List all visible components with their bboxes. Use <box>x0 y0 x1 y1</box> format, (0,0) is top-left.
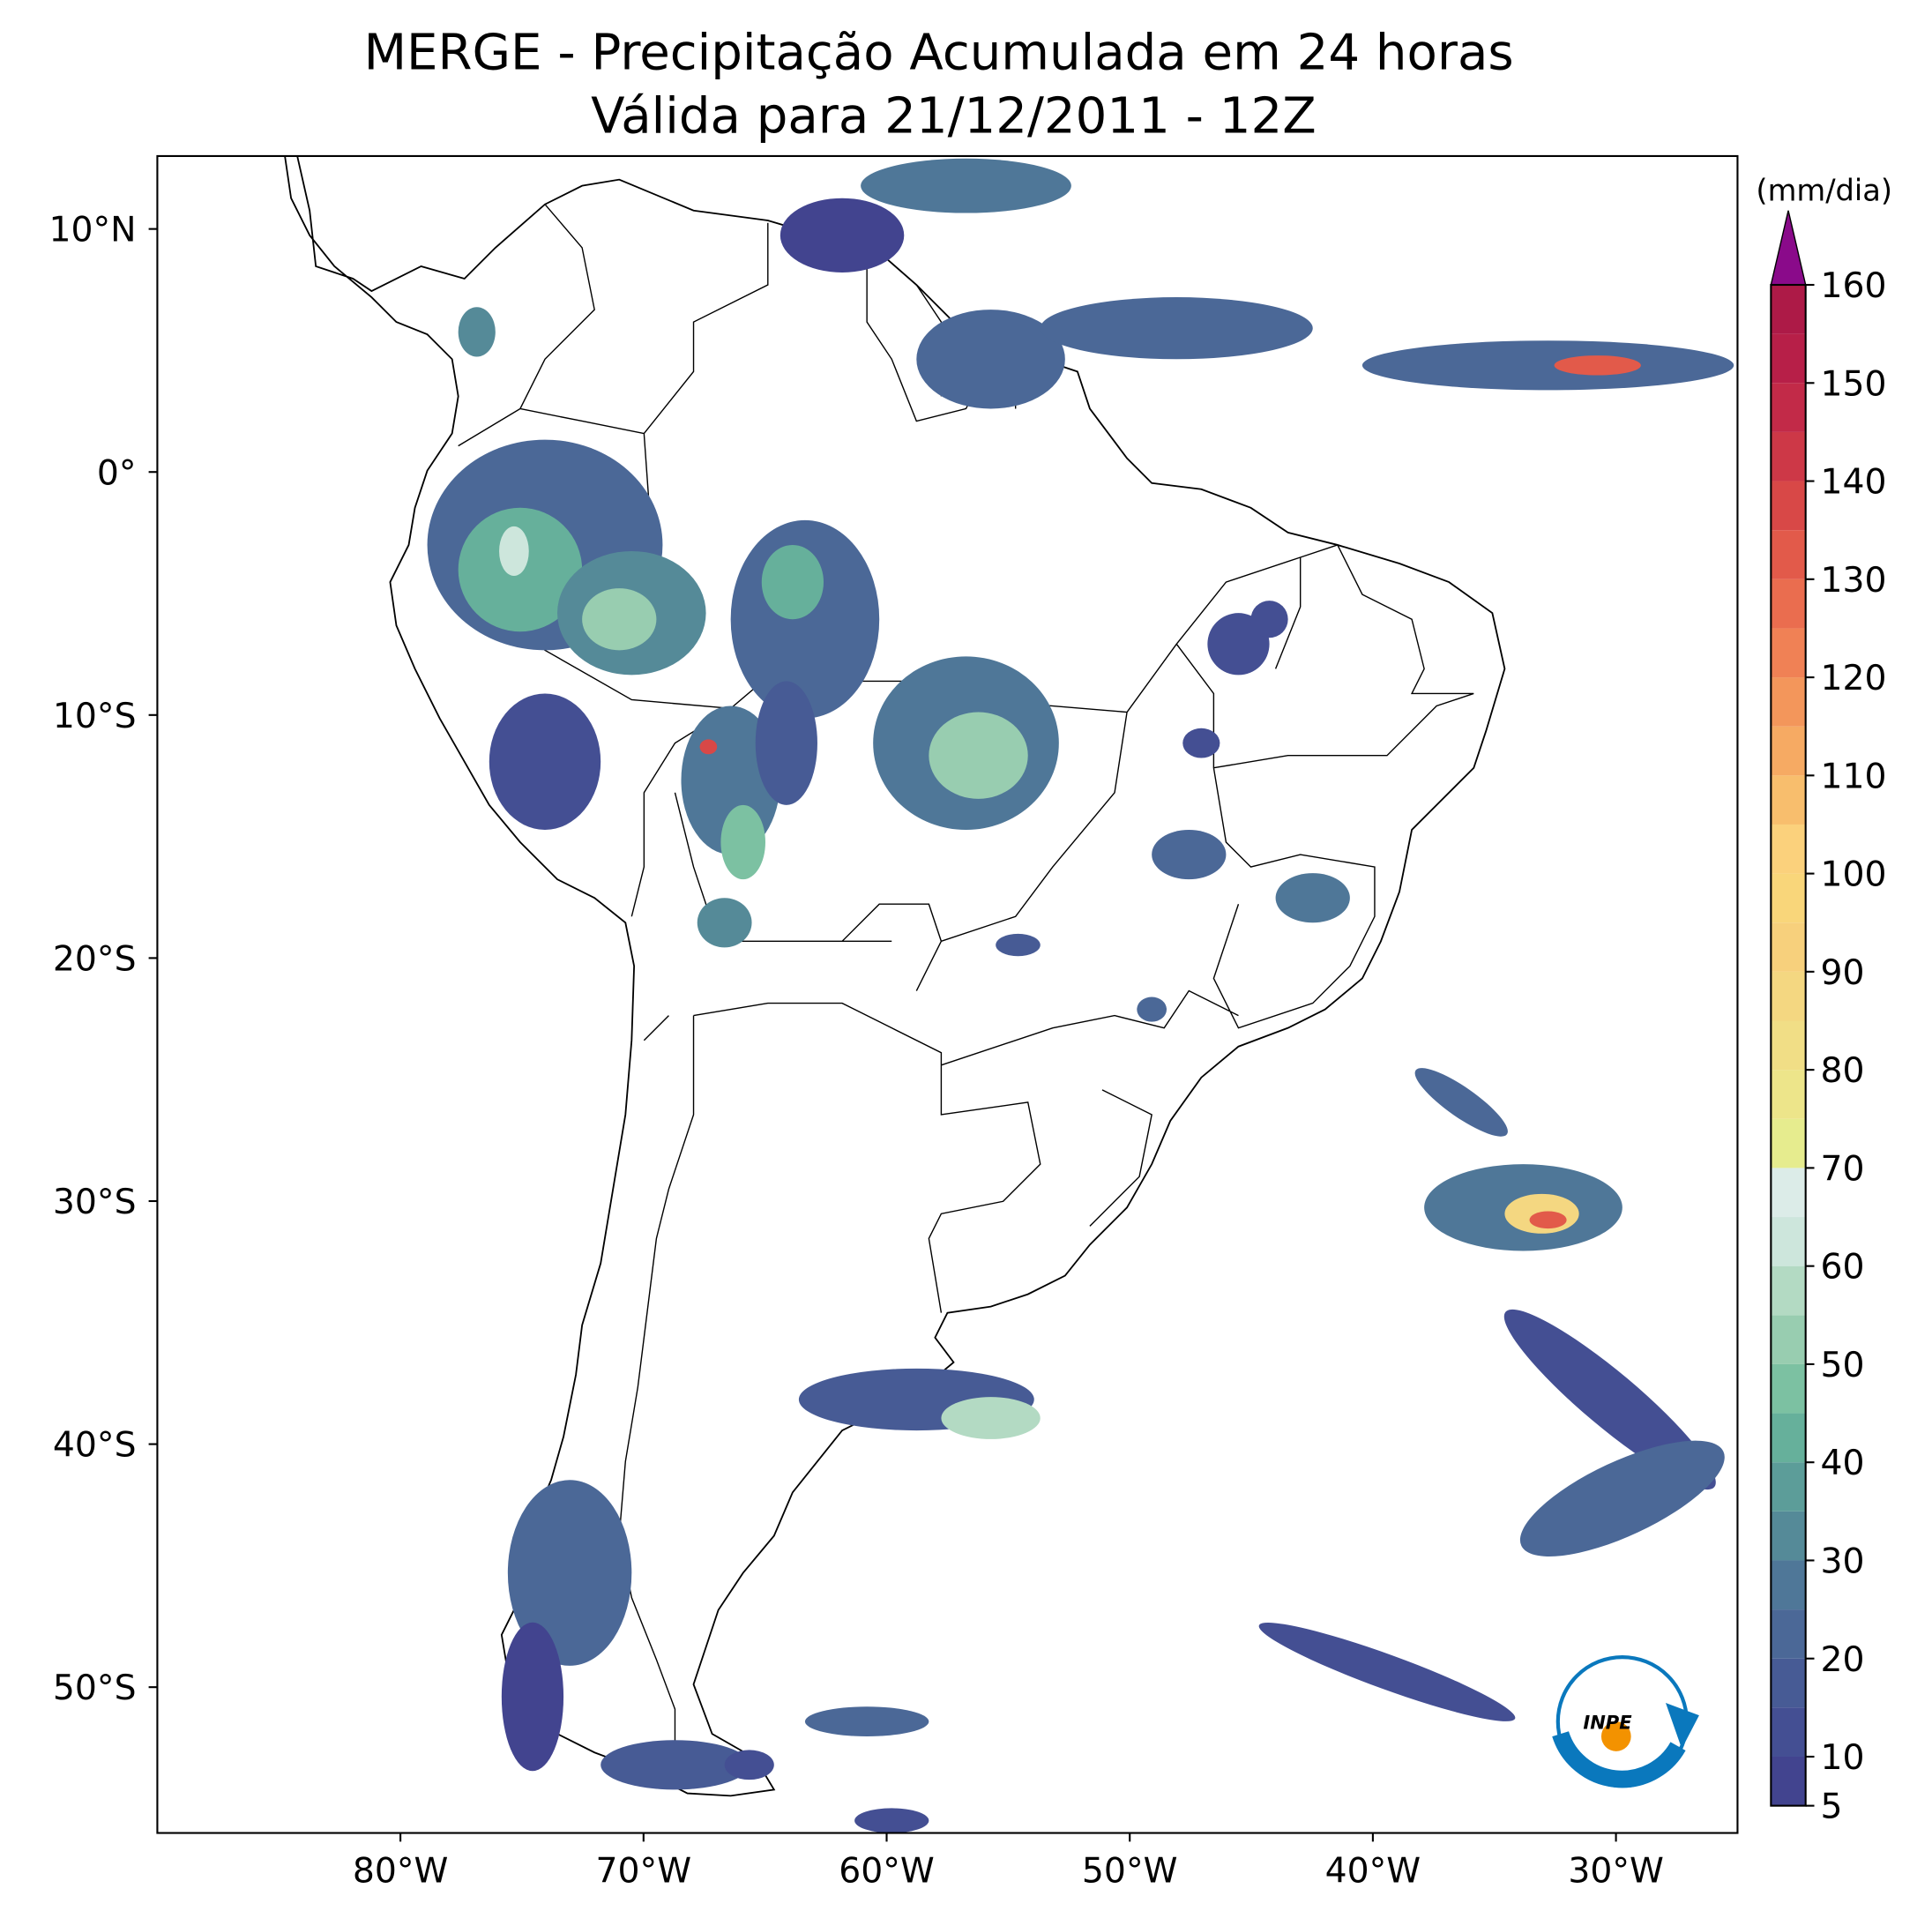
colorbar-bin <box>1771 1315 1806 1364</box>
colorbar-tick-label: 80 <box>1821 1051 1865 1091</box>
colorbar-bin <box>1771 873 1806 923</box>
title: MERGE - Precipitação Acumulada em 24 hor… <box>364 25 1514 82</box>
colorbar-tick-label: 70 <box>1821 1149 1865 1189</box>
colorbar-tick-label: 30 <box>1821 1542 1865 1582</box>
colorbar-bin <box>1771 1118 1806 1168</box>
colorbar-bin <box>1771 579 1806 629</box>
colorbar-bin <box>1771 726 1806 776</box>
y-tick-label: 30°S <box>53 1183 137 1222</box>
colorbar-bin <box>1771 1363 1806 1414</box>
colorbar-tick-label: 20 <box>1821 1640 1865 1680</box>
x-tick-label: 30°W <box>1568 1852 1664 1892</box>
colorbar-bin <box>1771 1168 1806 1218</box>
colorbar-tick-label: 150 <box>1821 364 1887 404</box>
colorbar-tick-label: 60 <box>1821 1248 1865 1288</box>
colorbar-bin <box>1771 1217 1806 1266</box>
colorbar-bin <box>1771 1413 1806 1463</box>
colorbar-bin <box>1771 971 1806 1021</box>
colorbar-bin <box>1771 677 1806 727</box>
colorbar-bin <box>1771 431 1806 481</box>
country-borders <box>458 204 1474 1784</box>
colorbar-tick-label: 140 <box>1821 463 1887 503</box>
x-tick-label: 70°W <box>596 1852 692 1892</box>
map-frame <box>156 154 1739 1834</box>
subtitle: Válida para 21/12/2011 - 12Z <box>591 87 1317 145</box>
logo-text: INPE <box>1583 1712 1632 1734</box>
colorbar-tick-label: 130 <box>1821 561 1887 601</box>
logo: INPE <box>1552 1654 1699 1788</box>
colorbar-bin <box>1771 628 1806 678</box>
colorbar-tick-label: 5 <box>1821 1788 1843 1827</box>
colorbar-bin <box>1771 824 1806 874</box>
colorbar-bin <box>1771 383 1806 432</box>
colorbar-bin <box>1771 1511 1806 1561</box>
colorbar-bin <box>1771 1265 1806 1316</box>
colorbar-unit: (mm/dia) <box>1756 174 1892 208</box>
colorbar-tick-label: 120 <box>1821 659 1887 698</box>
colorbar-tick-label: 110 <box>1821 757 1887 796</box>
colorbar-tick-label: 50 <box>1821 1346 1865 1385</box>
colorbar-bin <box>1771 285 1806 334</box>
y-tick-label: 10°S <box>53 697 137 736</box>
colorbar-bin <box>1771 481 1806 531</box>
colorbar-bin <box>1771 922 1806 972</box>
colorbar-bin <box>1771 1707 1806 1757</box>
colorbar-tick-label: 100 <box>1821 855 1887 895</box>
colorbar-tick-label: 10 <box>1821 1738 1865 1778</box>
y-tick-label: 50°S <box>53 1668 137 1708</box>
map-area: INPE <box>284 155 1734 1833</box>
colorbar-bin <box>1771 1658 1806 1708</box>
colorbar-bin <box>1771 1462 1806 1512</box>
colorbar-bin <box>1771 1020 1806 1071</box>
colorbar-bin <box>1771 775 1806 825</box>
y-tick-label: 40°S <box>53 1426 137 1466</box>
colorbar-tick-label: 90 <box>1821 953 1865 993</box>
precipitation-field <box>427 158 1734 1833</box>
colorbar-tick-label: 160 <box>1821 266 1887 306</box>
colorbar-frame <box>1770 283 1807 1807</box>
colorbar-bin <box>1771 1070 1806 1119</box>
colorbar-tick-label: 40 <box>1821 1444 1865 1483</box>
x-tick-label: 60°W <box>839 1852 935 1892</box>
colorbar-bin <box>1771 530 1806 579</box>
y-tick-label: 10°N <box>48 211 136 250</box>
y-tick-label: 0° <box>97 453 137 493</box>
colorbar-bin <box>1771 333 1806 384</box>
x-tick-label: 40°W <box>1325 1852 1421 1892</box>
y-tick-label: 20°S <box>53 939 137 979</box>
colorbar-bin <box>1771 1756 1806 1806</box>
x-tick-label: 80°W <box>353 1852 449 1892</box>
colorbar-bin <box>1771 1609 1806 1659</box>
colorbar-bin <box>1771 1560 1806 1610</box>
x-tick-label: 50°W <box>1082 1852 1178 1892</box>
